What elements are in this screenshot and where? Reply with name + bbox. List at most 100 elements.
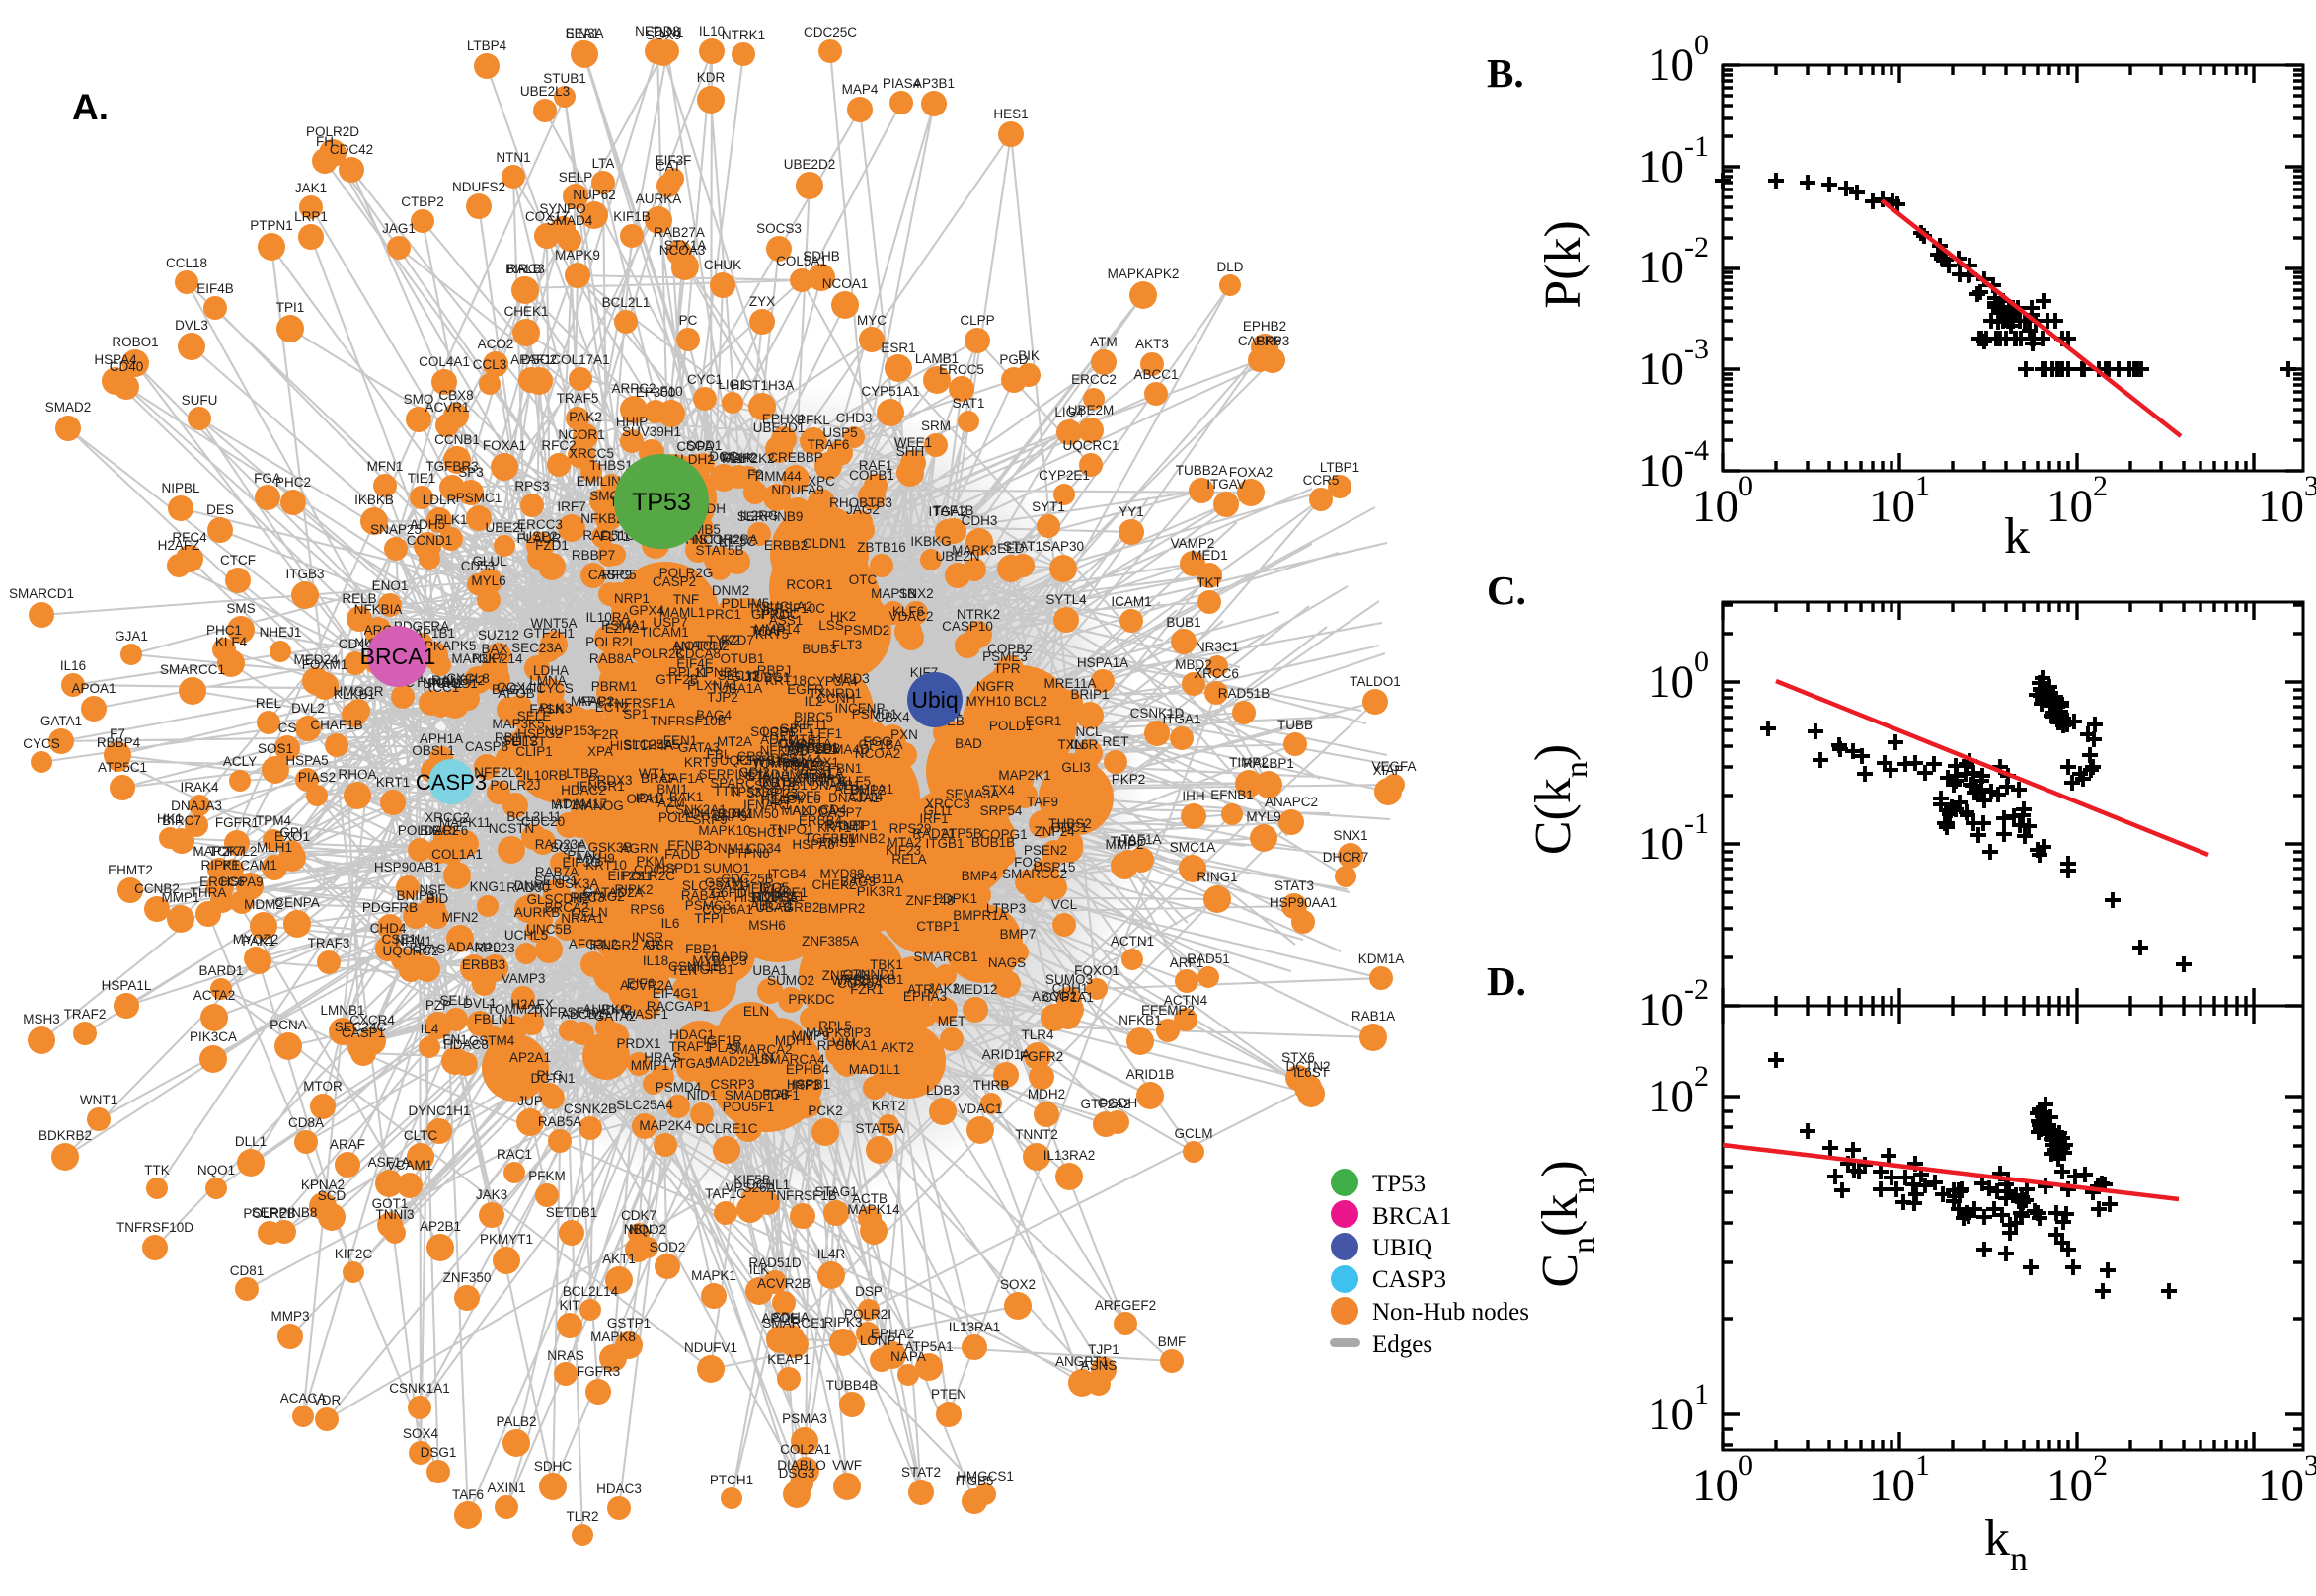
svg-text:AURKB: AURKB (514, 905, 561, 920)
svg-text:FBN1: FBN1 (828, 761, 863, 776)
svg-text:POLR2J: POLR2J (490, 778, 540, 793)
svg-text:KPNB1: KPNB1 (696, 665, 739, 680)
svg-text:LTBP1: LTBP1 (1320, 460, 1359, 475)
svg-text:PTEN: PTEN (931, 1387, 966, 1402)
svg-text:GOT1: GOT1 (372, 1196, 409, 1211)
svg-text:LDHA: LDHA (533, 663, 569, 678)
svg-text:IRF1: IRF1 (919, 811, 948, 826)
svg-text:P(k): P(k) (1535, 220, 1591, 309)
svg-text:CSRP3: CSRP3 (710, 1077, 754, 1092)
svg-text:POLD3: POLD3 (797, 741, 840, 756)
svg-text:NDUFV1: NDUFV1 (684, 1340, 737, 1355)
svg-text:TLN1: TLN1 (651, 25, 683, 39)
svg-text:ABCC1: ABCC1 (1133, 367, 1178, 382)
svg-text:ANAPC2: ANAPC2 (1265, 795, 1318, 809)
svg-text:NIPBL: NIPBL (161, 481, 200, 495)
svg-text:SUMO3: SUMO3 (1045, 972, 1093, 987)
svg-text:CASP10: CASP10 (942, 619, 993, 634)
svg-text:MED24: MED24 (293, 652, 339, 667)
svg-text:ARAF: ARAF (330, 1137, 365, 1152)
svg-text:DNM2: DNM2 (712, 583, 749, 598)
svg-text:EHMT2: EHMT2 (108, 863, 153, 877)
svg-text:103: 103 (2258, 1449, 2316, 1511)
svg-text:KRT1: KRT1 (376, 775, 410, 790)
svg-text:RAD51B: RAD51B (1218, 686, 1271, 701)
svg-text:EIF3F: EIF3F (656, 153, 692, 168)
svg-text:DVL2: DVL2 (291, 701, 325, 716)
svg-text:GP1BA: GP1BA (858, 737, 902, 752)
svg-text:ACACA: ACACA (280, 1391, 327, 1406)
svg-text:TXNRD1: TXNRD1 (809, 686, 862, 701)
svg-text:CDH3: CDH3 (962, 513, 998, 528)
svg-text:GATA1: GATA1 (40, 714, 82, 728)
svg-text:ACTB: ACTB (852, 1191, 888, 1206)
svg-text:GATA2: GATA2 (594, 1009, 636, 1024)
svg-text:SELL: SELL (439, 993, 473, 1008)
svg-text:THBS2: THBS2 (1048, 816, 1092, 831)
svg-text:RAB27A: RAB27A (654, 225, 705, 240)
svg-text:CXCR4: CXCR4 (349, 1013, 395, 1027)
svg-text:BID: BID (426, 891, 449, 906)
svg-text:DCLRE1C: DCLRE1C (695, 1121, 757, 1136)
svg-text:CD44: CD44 (339, 637, 373, 651)
svg-text:HMOX1: HMOX1 (792, 755, 839, 770)
svg-text:CD14: CD14 (849, 790, 884, 804)
svg-text:TRADD: TRADD (703, 950, 749, 964)
svg-text:CDK1: CDK1 (718, 806, 753, 821)
svg-text:BRIP1: BRIP1 (1070, 687, 1109, 702)
svg-text:CTBP1: CTBP1 (916, 919, 960, 934)
svg-text:MSH6: MSH6 (748, 918, 786, 933)
svg-text:AURKC: AURKC (582, 1002, 630, 1017)
svg-text:EEA1: EEA1 (566, 26, 600, 40)
svg-text:SP1: SP1 (623, 707, 649, 722)
svg-text:VDR: VDR (313, 1393, 342, 1407)
svg-text:CLIP1: CLIP1 (515, 744, 553, 759)
svg-text:DNAJB1: DNAJB1 (810, 778, 861, 793)
svg-text:COL2A1: COL2A1 (780, 1442, 831, 1457)
svg-text:RAB4A: RAB4A (681, 888, 725, 903)
svg-text:KIF1B: KIF1B (613, 209, 651, 224)
svg-text:ATM: ATM (1090, 335, 1118, 349)
svg-text:CASP6: CASP6 (1238, 334, 1281, 348)
svg-text:CASP3: CASP3 (1372, 1266, 1446, 1293)
svg-text:HDAC2: HDAC2 (561, 783, 606, 798)
svg-text:IL6: IL6 (661, 916, 680, 931)
svg-text:TAF6: TAF6 (452, 1487, 484, 1502)
svg-text:SOX2: SOX2 (1000, 1277, 1036, 1292)
svg-text:ARPC2: ARPC2 (611, 381, 656, 396)
svg-text:DLL1: DLL1 (235, 1134, 267, 1149)
svg-text:APH1A: APH1A (420, 731, 463, 746)
svg-text:ITGB5: ITGB5 (955, 1474, 993, 1488)
svg-text:F2R: F2R (593, 727, 619, 742)
svg-text:OCLN: OCLN (571, 905, 608, 920)
svg-text:CTNND1: CTNND1 (843, 967, 897, 982)
svg-text:TNFRSF10D: TNFRSF10D (116, 1220, 193, 1235)
svg-text:AP2A1: AP2A1 (509, 1050, 551, 1065)
svg-text:TIMM50: TIMM50 (730, 806, 779, 821)
svg-text:TNFRSF1A: TNFRSF1A (606, 696, 675, 711)
svg-text:MAPK1: MAPK1 (691, 1268, 736, 1283)
svg-text:BRCA1: BRCA1 (360, 644, 436, 669)
svg-text:WEE1: WEE1 (894, 435, 932, 450)
svg-text:JUN: JUN (748, 1051, 774, 1066)
svg-text:RAD51D: RAD51D (748, 1255, 802, 1270)
svg-text:KLF6: KLF6 (892, 604, 924, 619)
svg-text:CDH2: CDH2 (554, 891, 590, 906)
svg-text:NGFR: NGFR (976, 679, 1014, 694)
svg-text:IFNGR2: IFNGR2 (589, 938, 639, 952)
svg-text:GRB2: GRB2 (784, 900, 820, 915)
svg-text:SOD2: SOD2 (650, 1240, 686, 1254)
svg-text:TUBB: TUBB (1277, 718, 1313, 732)
svg-text:AP3B1: AP3B1 (913, 76, 955, 91)
svg-text:GLUL: GLUL (472, 554, 507, 569)
svg-text:POU5F1: POU5F1 (723, 1100, 775, 1114)
svg-text:EPHX1: EPHX1 (762, 412, 806, 426)
svg-text:STAT2: STAT2 (901, 1465, 941, 1480)
svg-text:RCOR1: RCOR1 (786, 577, 832, 592)
svg-text:KIF5B: KIF5B (733, 1173, 771, 1187)
svg-text:G6PD: G6PD (711, 885, 747, 900)
svg-text:XPO1: XPO1 (794, 770, 829, 785)
svg-text:LDB3: LDB3 (926, 1083, 960, 1098)
svg-text:CSNK1D: CSNK1D (1130, 706, 1185, 721)
svg-text:SNAP25: SNAP25 (370, 522, 422, 537)
